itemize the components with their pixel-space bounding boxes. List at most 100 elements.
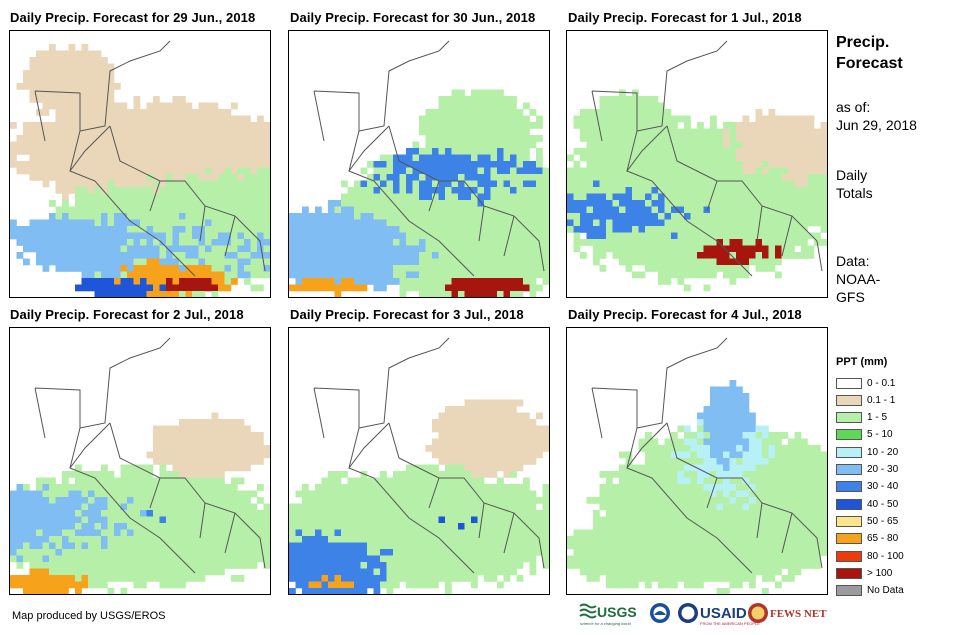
precip-cell [308, 536, 316, 543]
precip-cell [107, 542, 115, 550]
precip-cell [742, 226, 750, 233]
precip-cell [477, 115, 485, 123]
precip-cell [490, 252, 498, 259]
precip-cell [250, 226, 258, 233]
precip-cell [244, 167, 251, 175]
precip-cell [205, 226, 212, 233]
precip-cell [497, 464, 504, 472]
precip-cell [529, 122, 537, 129]
precip-cell [179, 425, 186, 433]
precip-cell [380, 200, 387, 207]
precip-cell [477, 109, 485, 116]
precip-cell [677, 425, 685, 433]
precip-cell [484, 542, 491, 550]
precip-cell [775, 174, 782, 181]
precip-cell [179, 536, 186, 543]
precip-cell [192, 161, 199, 168]
precip-cell [295, 549, 303, 556]
precip-cell [49, 575, 56, 582]
precip-cell [658, 213, 665, 220]
precip-cell [166, 161, 173, 168]
precip-cell [458, 206, 465, 214]
precip-cell [586, 219, 594, 227]
precip-cell [768, 432, 776, 439]
precip-cell [192, 497, 199, 504]
precip-cell [120, 265, 128, 272]
precip-cell [497, 232, 504, 240]
precip-cell [399, 477, 407, 485]
precip-cell [523, 258, 530, 266]
precip-cell [742, 464, 750, 472]
precip-cell [742, 135, 750, 142]
precip-cell [380, 284, 387, 292]
precip-cell [250, 523, 258, 530]
precip-cell [684, 226, 691, 233]
precip-cell [445, 167, 452, 175]
precip-cell [211, 219, 219, 227]
precip-cell [497, 239, 504, 246]
precip-cell [477, 219, 485, 227]
precip-cell [599, 265, 607, 272]
precip-cell [451, 226, 459, 233]
precip-cell [231, 451, 238, 459]
precip-cell [399, 529, 407, 537]
precip-cell [341, 284, 348, 292]
precip-cell [729, 445, 737, 452]
precip-cell [393, 555, 400, 563]
precip-cell [749, 438, 756, 446]
precip-cell [101, 549, 108, 556]
precip-cell [29, 83, 37, 90]
precip-cell [781, 464, 789, 472]
precip-cell [484, 109, 491, 116]
precip-cell [445, 503, 452, 511]
precip-cell [380, 568, 387, 576]
precip-cell [55, 536, 63, 543]
precip-cell [10, 503, 17, 511]
precip-cell [62, 477, 69, 485]
precip-cell [179, 516, 186, 524]
precip-cell [399, 219, 407, 227]
precip-cell [153, 252, 160, 259]
precip-cell [671, 122, 678, 129]
precip-cell [477, 89, 485, 97]
precip-cell [321, 581, 329, 589]
precip-cell [107, 588, 115, 594]
precip-cell [367, 503, 374, 511]
precip-cell [159, 464, 167, 472]
precip-cell [244, 438, 251, 446]
precip-cell [88, 50, 95, 58]
precip-cell [710, 471, 717, 478]
precip-cell [29, 239, 37, 246]
precip-cell [42, 497, 50, 504]
precip-cell [334, 523, 342, 530]
precip-cell [794, 115, 802, 123]
precip-cell [263, 135, 270, 142]
precip-cell [153, 278, 160, 285]
precip-cell [205, 425, 212, 433]
precip-cell [179, 438, 186, 446]
precip-cell [166, 252, 173, 259]
precip-cell [166, 425, 173, 433]
precip-cell [23, 581, 30, 589]
precip-cell [529, 445, 537, 452]
precip-cell [781, 180, 789, 188]
precip-cell [88, 102, 95, 110]
precip-cell [425, 154, 433, 162]
precip-cell [510, 471, 517, 478]
precip-cell [471, 278, 478, 285]
precip-cell [159, 161, 167, 168]
precip-cell [690, 180, 698, 188]
precip-cell [211, 458, 219, 465]
precip-cell [94, 193, 102, 201]
precip-cell [451, 278, 459, 285]
precip-cell [380, 549, 387, 556]
precip-cell [360, 187, 368, 194]
precip-cell [10, 232, 17, 240]
precip-cell [542, 278, 549, 285]
precip-cell [237, 503, 245, 511]
precip-cell [542, 167, 549, 175]
precip-cell [133, 167, 141, 175]
precip-cell [107, 265, 115, 272]
precip-cell [542, 438, 549, 446]
precip-cell [477, 141, 485, 149]
